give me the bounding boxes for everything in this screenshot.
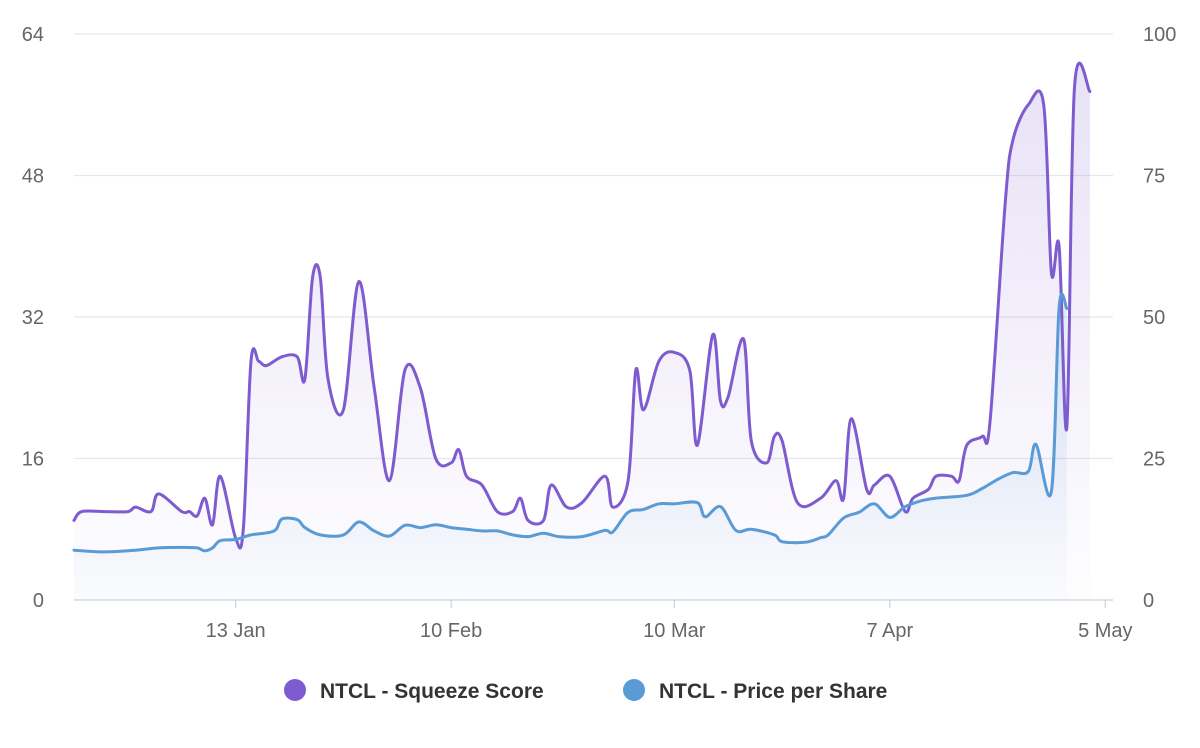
legend-label: NTCL - Price per Share: [659, 680, 887, 703]
y-right-tick-label: 75: [1143, 166, 1165, 188]
y-left-tick-label: 32: [22, 307, 44, 329]
legend: NTCL - Squeeze Score NTCL - Price per Sha…: [284, 679, 887, 703]
legend-label: NTCL - Squeeze Score: [320, 680, 544, 703]
y-left-tick-label: 16: [22, 449, 44, 471]
legend-item-1[interactable]: NTCL - Squeeze Score: [284, 679, 544, 703]
legend-swatch: [623, 679, 645, 701]
y-right-tick-label: 0: [1143, 590, 1154, 612]
series-line-1[interactable]: [72, 61, 1092, 550]
x-tick-label: 5 May: [1078, 620, 1132, 642]
series-line-2[interactable]: [72, 292, 1069, 554]
y-right-tick-label: 25: [1143, 449, 1165, 471]
series-area-2: [74, 294, 1067, 600]
y-left-tick-label: 48: [22, 166, 44, 188]
legend-swatch: [284, 679, 306, 701]
legend-item-2[interactable]: NTCL - Price per Share: [623, 679, 887, 703]
axes: 0 16 32 48 64 0 25 50 75 100 13 Jan 10 Feb 10 Mar 7 A…: [22, 24, 1177, 642]
x-tick-label: 13 Jan: [206, 620, 266, 642]
series-areas: [74, 63, 1090, 600]
x-tick-label: 10 Mar: [643, 620, 706, 642]
y-right-tick-label: 100: [1143, 24, 1176, 46]
y-left-tick-label: 0: [33, 590, 44, 612]
series-area-1: [74, 63, 1090, 600]
y-left-tick-label: 64: [22, 24, 44, 46]
x-tick-label: 10 Feb: [420, 620, 482, 642]
x-tick-label: 7 Apr: [866, 620, 913, 642]
y-right-tick-label: 50: [1143, 307, 1165, 329]
series-lines: [72, 61, 1092, 554]
